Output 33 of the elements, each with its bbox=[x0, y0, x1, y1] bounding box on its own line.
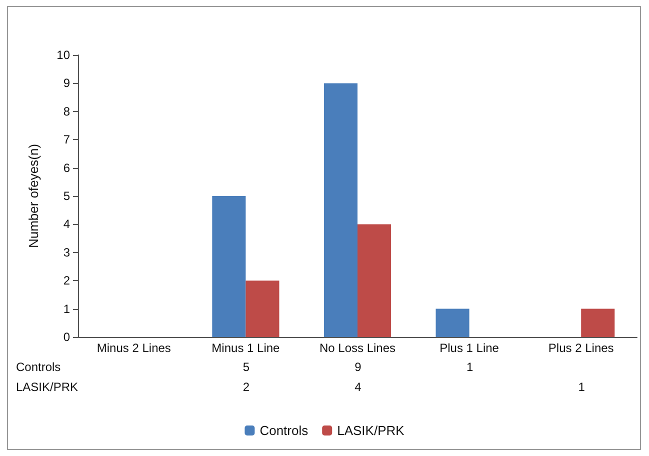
y-tick-label: 0 bbox=[63, 330, 70, 344]
x-tick-label: Minus 2 Lines bbox=[96, 341, 171, 355]
data-label: 9 bbox=[354, 359, 362, 376]
bar bbox=[358, 224, 392, 337]
data-label: 2 bbox=[242, 379, 251, 396]
y-tick-label: 4 bbox=[63, 217, 70, 232]
data-label: 5 bbox=[242, 359, 251, 376]
data-label: 1 bbox=[577, 379, 586, 396]
y-tick-label: 7 bbox=[63, 132, 70, 147]
text: Controls bbox=[16, 360, 61, 374]
bar bbox=[212, 196, 246, 337]
y-tick-label: 5 bbox=[63, 189, 70, 203]
bar bbox=[436, 308, 470, 337]
x-tick-label: Plus 1 Line bbox=[440, 341, 500, 355]
data-label: 4 bbox=[354, 379, 362, 396]
y-axis-title: Number ofeyes(n) bbox=[26, 144, 41, 248]
y-tick-label: 3 bbox=[63, 245, 70, 260]
text: LASIK/PRK bbox=[16, 380, 78, 394]
x-tick-label: No Loss Lines bbox=[319, 341, 396, 355]
bar bbox=[246, 280, 280, 337]
legend-label: LASIK/PRK bbox=[337, 423, 405, 438]
y-tick-label: 2 bbox=[63, 274, 70, 288]
y-tick-label: 9 bbox=[63, 76, 70, 90]
legend-label: Controls bbox=[260, 423, 309, 438]
y-tick-label: 1 bbox=[63, 302, 70, 316]
y-tick-label: 6 bbox=[63, 160, 70, 175]
data-label: 1 bbox=[465, 359, 474, 376]
y-tick-label: 8 bbox=[63, 104, 70, 118]
bar bbox=[324, 83, 358, 337]
x-tick-label: Minus 1 Line bbox=[212, 341, 280, 355]
y-tick-label: 10 bbox=[56, 48, 70, 62]
x-tick-label: Plus 2 Lines bbox=[548, 341, 614, 355]
bar bbox=[581, 308, 615, 337]
